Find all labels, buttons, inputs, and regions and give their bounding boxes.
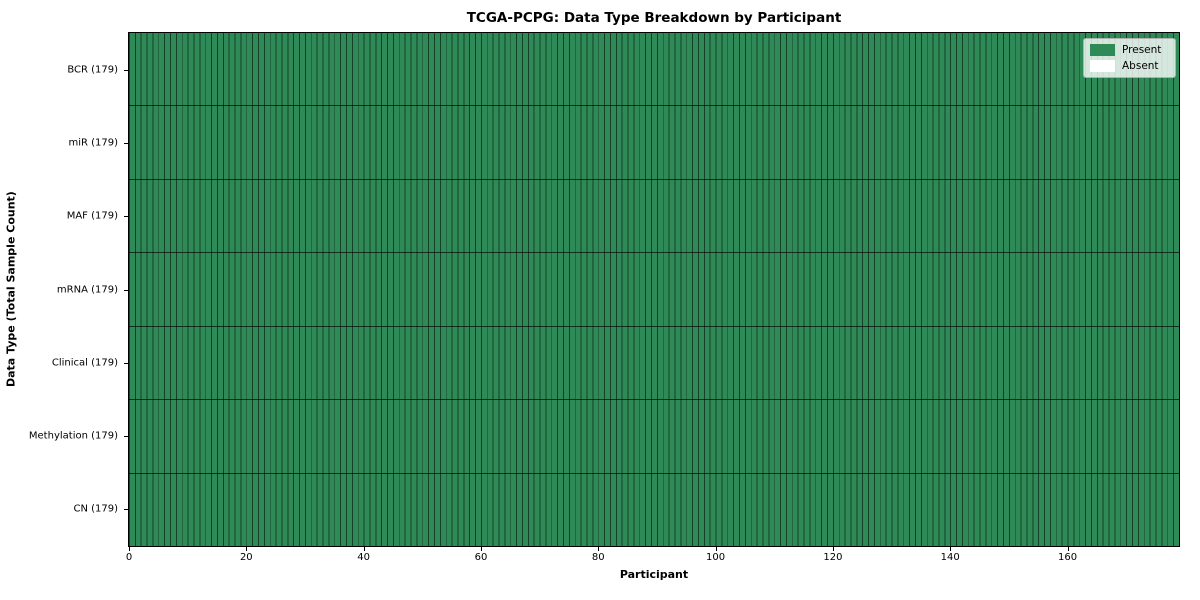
x-tick-label-160: 160 — [1058, 552, 1078, 563]
y-tick-label-Methylation: Methylation (179) — [28, 430, 118, 442]
y-tick-mark — [124, 509, 128, 511]
plot-area — [128, 32, 1180, 547]
y-tick-mark — [124, 362, 128, 364]
x-tick-mark — [1067, 547, 1069, 551]
heatmap-row-miR — [129, 106, 1179, 180]
x-tick-label-80: 80 — [591, 552, 605, 563]
y-tick-mark — [124, 142, 128, 144]
x-tick-label-140: 140 — [940, 552, 960, 563]
y-axis-ticks: BCR (179) miR (179) MAF (179) mRNA (179) Cli… — [0, 0, 124, 600]
x-tick-mark — [129, 547, 130, 551]
y-tick-mark — [124, 216, 128, 218]
x-tick-label-120: 120 — [823, 552, 843, 563]
heatmap-row-Clinical — [129, 326, 1179, 401]
x-tick-label-40: 40 — [357, 552, 370, 563]
present-swatch — [1090, 44, 1115, 56]
legend-entry-absent: Absent — [1090, 60, 1168, 72]
y-tick-mark — [124, 69, 128, 71]
x-tick-label-60: 60 — [474, 552, 488, 563]
x-tick-mark — [480, 547, 482, 551]
heatmap-row-MAF — [129, 179, 1179, 254]
heatmap-rows — [129, 33, 1179, 546]
x-axis-label: Participant — [619, 568, 689, 581]
legend: Present Absent — [1083, 38, 1176, 78]
chart-title: TCGA-PCPG: Data Type Breakdown by Partic… — [466, 10, 842, 26]
heatmap-row-mRNA — [129, 253, 1179, 327]
y-tick-label-Clinical: Clinical (179) — [51, 357, 118, 369]
y-tick-label-MAF: MAF (179) — [66, 210, 118, 222]
legend-entry-present: Present — [1090, 44, 1168, 56]
x-tick-mark — [598, 547, 600, 551]
y-tick-mark — [124, 436, 128, 438]
y-tick-mark — [124, 289, 128, 291]
x-tick-mark — [832, 547, 834, 551]
x-tick-label-20: 20 — [239, 552, 253, 563]
y-tick-label-CN: CN (179) — [73, 503, 118, 515]
x-tick-label-0: 0 — [125, 552, 133, 563]
legend-label-absent: Absent — [1122, 60, 1159, 72]
heatmap-row-Methylation — [129, 400, 1179, 474]
x-tick-mark — [715, 547, 717, 551]
x-tick-mark — [363, 547, 365, 551]
y-tick-label-miR: miR (179) — [68, 137, 118, 149]
heatmap-row-BCR — [129, 33, 1179, 107]
heatmap-row-CN — [129, 473, 1179, 546]
y-tick-label-BCR: BCR (179) — [67, 64, 118, 76]
x-tick-mark — [950, 547, 952, 551]
x-tick-mark — [246, 547, 248, 551]
absent-swatch — [1090, 60, 1115, 72]
legend-label-present: Present — [1122, 44, 1162, 56]
x-tick-label-100: 100 — [706, 552, 726, 563]
y-tick-label-mRNA: mRNA (179) — [56, 284, 118, 295]
